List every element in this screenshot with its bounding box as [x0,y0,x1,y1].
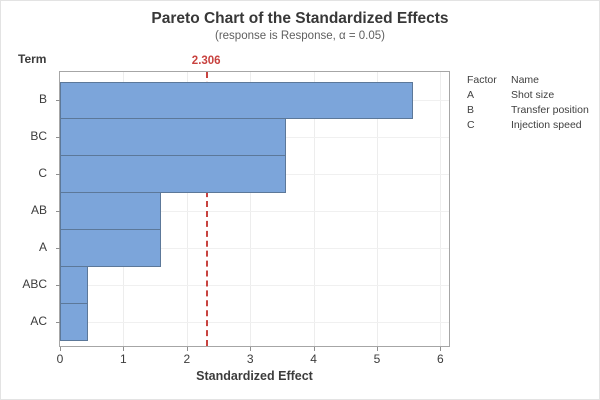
gridline-vertical [250,72,252,346]
y-tick-label: BC [30,129,47,143]
bar [60,265,88,304]
bar [60,117,286,156]
x-tick [60,347,61,351]
y-tick [56,100,60,101]
x-tick-label: 1 [120,352,127,366]
x-tick-label: 5 [373,352,381,366]
y-tick-label: ABC [22,277,47,291]
legend-row: A Shot size [467,88,589,103]
bar [60,81,414,119]
gridline-horizontal [60,285,449,286]
y-tick-label: C [38,166,47,180]
x-tick-label: 3 [246,352,254,366]
legend-name: Injection speed [511,119,582,131]
gridline-vertical [377,72,378,346]
y-axis-title: Term [18,52,47,66]
bar [60,302,88,341]
x-tick [313,347,315,351]
legend-name: Transfer position [511,104,589,116]
legend-rows: A Shot size B Transfer position C Injection s… [467,88,589,133]
gridline-horizontal [60,211,449,212]
x-tick-label: 6 [437,352,444,366]
gridline-horizontal [60,322,449,323]
bar [60,191,161,230]
plot-area [59,71,450,347]
y-tick-label: B [38,92,47,106]
legend-header-factor: Factor [467,74,497,86]
legend-header-name: Name [511,74,540,86]
y-tick-label: AB [30,203,47,217]
y-tick [56,211,60,212]
y-tick-label: A [38,240,47,254]
bar [60,228,161,267]
legend-header: Factor Name [467,73,589,88]
chart-title: Pareto Chart of the Standardized Effects [151,10,449,27]
gridline-vertical [440,72,442,346]
y-tick [56,137,60,138]
reference-line-label: 2.306 [191,55,221,67]
x-tick-label: 2 [183,352,191,366]
legend-factor: B [467,104,475,116]
x-tick [123,347,125,351]
x-tick-label: 4 [310,352,317,366]
legend-factor: C [467,119,475,131]
legend-row: B Transfer position [467,103,589,118]
legend-row: C Injection speed [467,118,589,133]
y-tick [56,322,60,323]
y-tick [56,285,60,286]
legend-name: Shot size [511,89,555,101]
x-tick [250,347,252,351]
chart-subtitle: (response is Response, α = 0.05) [215,30,385,42]
gridline-horizontal [60,248,449,249]
reference-line [206,72,209,346]
legend: Factor Name A Shot size B Transfer position C… [467,73,589,133]
x-tick [440,347,442,351]
y-tick [56,248,60,249]
x-tick [186,347,188,351]
bar [60,154,286,193]
legend-factor: A [467,89,475,101]
x-axis-title: Standardized Effect [196,369,313,383]
y-tick-label: AC [30,314,47,328]
gridline-vertical [313,72,315,346]
gridline-vertical [186,72,188,346]
y-tick [56,174,60,175]
x-tick [377,347,378,351]
x-tick-label: 0 [56,352,64,366]
